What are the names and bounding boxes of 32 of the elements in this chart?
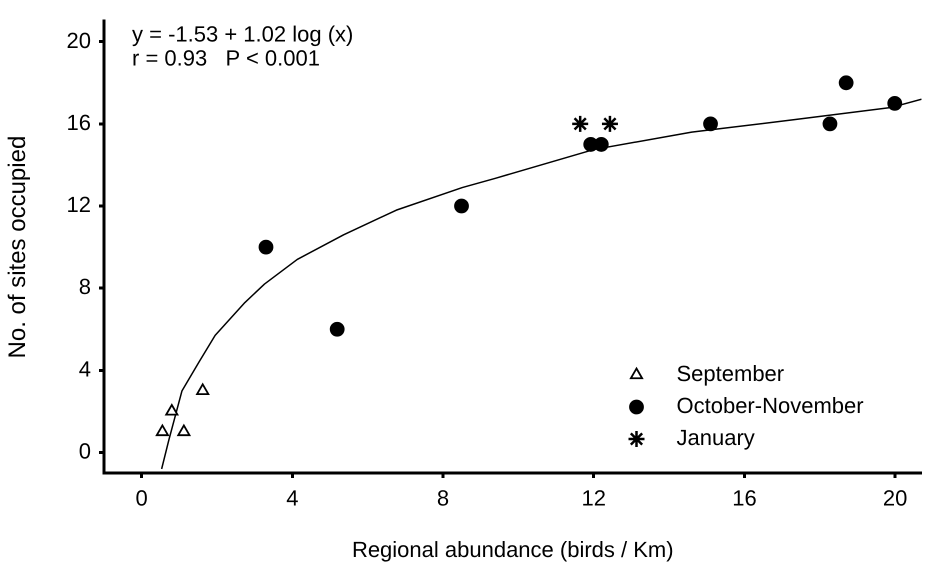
point: [454, 198, 469, 214]
y-axis-title: No. of sites occupied: [4, 136, 32, 358]
annotation: r = 0.93 P < 0.001: [132, 45, 320, 70]
x-tick-label: 12: [582, 485, 606, 510]
point: [570, 114, 590, 134]
y-tick-label: 4: [78, 356, 91, 382]
y-tick-label: 8: [78, 274, 91, 300]
point: [156, 424, 169, 436]
legend-label: September: [676, 361, 784, 386]
point: [838, 75, 854, 90]
y-tick-label: 12: [66, 192, 91, 218]
y-tick-label: 20: [66, 28, 91, 53]
point: [165, 404, 178, 416]
x-tick-label: 0: [136, 485, 148, 510]
point: [703, 116, 718, 132]
x-tick-label: 16: [732, 485, 757, 510]
x-tick-label: 20: [882, 485, 908, 510]
y-tick-label: 0: [78, 438, 91, 464]
annotation: y = -1.53 + 1.02 log (x): [132, 21, 354, 46]
point: [330, 322, 345, 337]
legend-label: January: [676, 425, 755, 450]
point: [600, 114, 620, 134]
x-tick-label: 4: [286, 485, 298, 510]
point: [887, 96, 902, 111]
y-tick-label: 16: [66, 110, 91, 135]
point: [822, 116, 838, 132]
point: [196, 383, 210, 396]
legend-label: October-November: [676, 393, 864, 418]
x-tick-label: 8: [436, 485, 450, 510]
point: [177, 424, 190, 436]
point: [258, 240, 274, 254]
x-axis-title: Regional abundance (birds / Km): [352, 536, 674, 562]
